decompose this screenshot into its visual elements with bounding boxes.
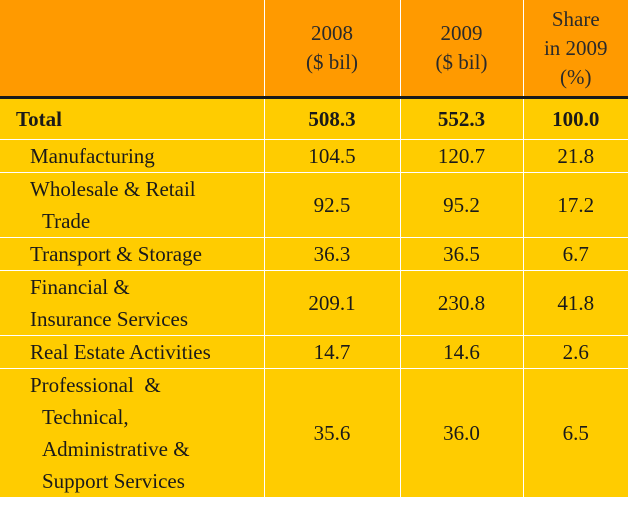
header-2009-year: 2009 [440, 21, 483, 45]
row-label: Transport & Storage [0, 237, 264, 271]
row-label-line: Transport & Storage [30, 242, 202, 266]
row-label-line: Professional & [30, 373, 161, 397]
row-2009: 36.5 [399, 237, 523, 271]
table-row: Wholesale & Retail Trade 92.5 95.2 17.2 [0, 172, 628, 238]
header-blank [0, 0, 264, 98]
row-2008: 36.3 [263, 237, 400, 271]
header-2009: 2009 ($ bil) [399, 0, 523, 98]
row-label-line: Wholesale & Retail [30, 177, 196, 201]
header-share: Share in 2009 (%) [522, 0, 628, 98]
total-2009: 552.3 [399, 97, 523, 140]
table-row: Real Estate Activities 14.7 14.6 2.6 [0, 335, 628, 369]
header-2008-year: 2008 [311, 21, 353, 45]
row-share: 41.8 [522, 270, 628, 336]
table-row: Transport & Storage 36.3 36.5 6.7 [0, 237, 628, 271]
total-share: 100.0 [522, 97, 628, 140]
row-label-line: Trade [42, 209, 91, 233]
row-share: 2.6 [522, 335, 628, 369]
header-share-line2: in 2009 [543, 35, 608, 60]
row-2009: 230.8 [399, 270, 523, 336]
header-2008: 2008 ($ bil) [263, 0, 400, 98]
row-2009: 120.7 [399, 139, 523, 173]
row-share: 21.8 [522, 139, 628, 173]
row-2009: 14.6 [399, 335, 523, 369]
row-label-line: Technical, [42, 405, 129, 429]
table-row: Professional & Technical, Administrative… [0, 368, 628, 498]
row-share: 17.2 [522, 172, 628, 238]
total-2008: 508.3 [263, 97, 400, 140]
row-label-line: Support Services [42, 469, 185, 493]
header-share-line1: Share [551, 6, 600, 31]
row-2008: 14.7 [263, 335, 400, 369]
header-2008-unit: ($ bil) [306, 50, 358, 74]
header-2009-unit: ($ bil) [435, 50, 488, 74]
header-share-line3: (%) [560, 64, 592, 89]
row-label-line: Manufacturing [30, 144, 155, 168]
table-row: Manufacturing 104.5 120.7 21.8 [0, 139, 628, 173]
header-row: 2008 ($ bil) 2009 ($ bil) Share in 2009 … [0, 0, 628, 98]
gdp-sector-table: 2008 ($ bil) 2009 ($ bil) Share in 2009 … [0, 0, 628, 498]
row-2008: 35.6 [263, 368, 400, 498]
row-label: Financial & Insurance Services [0, 270, 264, 336]
row-label: Wholesale & Retail Trade [0, 172, 264, 238]
row-share: 6.7 [522, 237, 628, 271]
row-label-line: Insurance Services [30, 307, 189, 331]
row-label-line: Administrative & [42, 437, 190, 461]
row-label: Professional & Technical, Administrative… [0, 368, 264, 498]
row-label: Manufacturing [0, 139, 264, 173]
row-2008: 104.5 [263, 139, 400, 173]
row-2009: 95.2 [399, 172, 523, 238]
row-label: Real Estate Activities [0, 335, 264, 369]
row-label-line: Financial & [30, 275, 130, 299]
row-label-line: Real Estate Activities [30, 340, 211, 364]
row-2008: 92.5 [263, 172, 400, 238]
row-share: 6.5 [522, 368, 628, 498]
row-2009: 36.0 [399, 368, 523, 498]
total-row: Total 508.3 552.3 100.0 [0, 97, 628, 140]
row-2008: 209.1 [263, 270, 400, 336]
table-row: Financial & Insurance Services 209.1 230… [0, 270, 628, 336]
total-label: Total [0, 97, 264, 140]
